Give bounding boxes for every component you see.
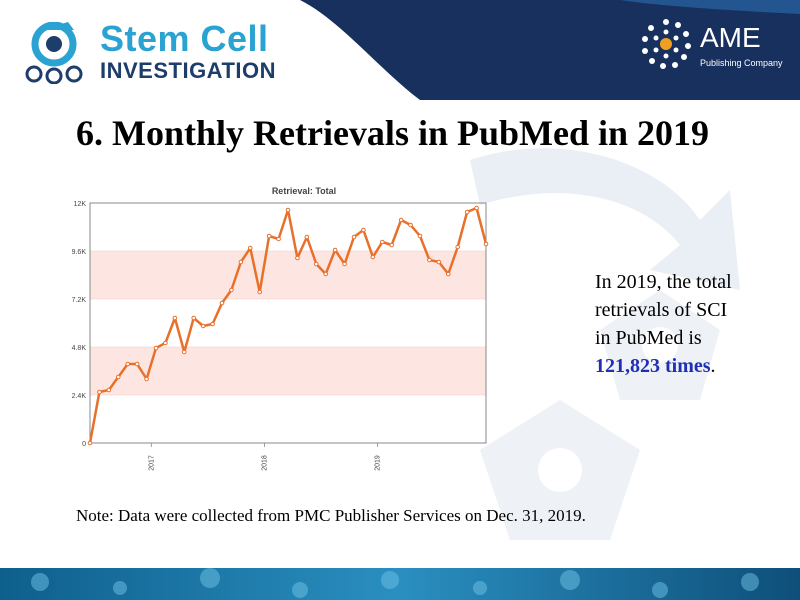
data-point — [464, 209, 470, 215]
slide-title: 6. Monthly Retrievals in PubMed in 2019 — [76, 113, 710, 153]
y-tick-label: 7.2K — [72, 297, 87, 304]
data-point — [474, 205, 479, 211]
data-point — [257, 289, 263, 295]
data-point — [408, 222, 413, 228]
summary-suffix: . — [710, 355, 716, 377]
data-point — [285, 207, 291, 213]
data-point — [115, 374, 121, 380]
background-watermark — [470, 148, 740, 540]
data-point — [238, 259, 244, 265]
footer-band — [0, 568, 800, 600]
summary-text: In 2019, the total retrievals of SCI in … — [595, 268, 775, 380]
y-tick-label: 2.4K — [72, 393, 87, 400]
data-point — [200, 323, 206, 329]
summary-line3: in PubMed is — [595, 327, 702, 349]
journal-logo-line1: Stem Cell — [100, 18, 269, 59]
chart-band — [90, 251, 486, 299]
summary-line1: In 2019, the total — [595, 271, 732, 293]
data-point — [125, 361, 131, 367]
data-point — [483, 241, 489, 247]
publisher-logo-name: AME — [700, 22, 761, 53]
data-point — [323, 271, 329, 277]
series-points — [87, 205, 489, 446]
data-point — [144, 376, 149, 382]
data-point — [304, 234, 310, 240]
chart-title: Retrieval: Total — [272, 186, 336, 196]
chart-band — [90, 347, 486, 395]
data-point — [436, 259, 442, 265]
x-tick-label: 2017 — [148, 455, 155, 471]
publisher-logo-subtitle: Publishing Company — [700, 58, 783, 68]
data-point — [106, 387, 112, 393]
summary-line2: retrievals of SCI — [595, 299, 728, 321]
data-point — [163, 340, 168, 346]
data-point — [332, 247, 338, 253]
data-point — [455, 244, 461, 250]
data-point — [389, 242, 395, 248]
data-point — [97, 389, 102, 395]
publisher-logo: AME Publishing Company — [638, 16, 788, 76]
data-point — [342, 261, 347, 267]
y-tick-label: 0 — [82, 441, 86, 448]
dots-circle-icon — [642, 19, 691, 69]
data-point — [172, 315, 178, 321]
data-point — [417, 233, 423, 239]
y-tick-label: 9.6K — [72, 249, 87, 256]
x-tick-label: 2018 — [261, 455, 268, 471]
x-axis: 2017 2018 2019 — [148, 443, 382, 471]
data-point — [191, 315, 197, 321]
data-point — [87, 440, 93, 446]
data-point — [313, 261, 319, 267]
chart-bands — [90, 251, 486, 395]
chart-svg: Retrieval: Total 0 2.4K 4.8K 7.2K 9.6K 12K 20… — [72, 186, 489, 471]
data-point — [210, 321, 215, 327]
gear-cells-icon — [25, 22, 83, 84]
journal-logo-line2: INVESTIGATION — [100, 58, 276, 83]
data-point — [379, 239, 385, 245]
data-point — [247, 245, 253, 251]
data-point — [398, 217, 404, 223]
data-point — [276, 236, 281, 242]
data-point — [229, 287, 234, 293]
data-note: Note: Data were collected from PMC Publi… — [76, 506, 586, 525]
y-tick-label: 12K — [74, 201, 87, 208]
data-point — [361, 227, 366, 233]
data-point — [445, 271, 451, 277]
data-point — [134, 361, 140, 367]
data-point — [219, 300, 225, 306]
journal-logo: Stem Cell INVESTIGATION — [22, 18, 292, 88]
series-line — [88, 206, 488, 444]
summary-highlight: 121,823 times — [595, 355, 711, 377]
data-point — [181, 349, 187, 355]
retrieval-chart: Retrieval: Total 0 2.4K 4.8K 7.2K 9.6K 12K 20… — [60, 183, 500, 473]
plot-frame — [89, 202, 487, 444]
data-point — [427, 257, 432, 263]
data-point — [351, 234, 357, 240]
data-point — [295, 255, 300, 261]
data-point — [370, 254, 376, 260]
y-tick-label: 4.8K — [72, 345, 87, 352]
data-point — [153, 345, 159, 351]
x-tick-label: 2019 — [375, 455, 382, 471]
data-point — [266, 233, 272, 239]
